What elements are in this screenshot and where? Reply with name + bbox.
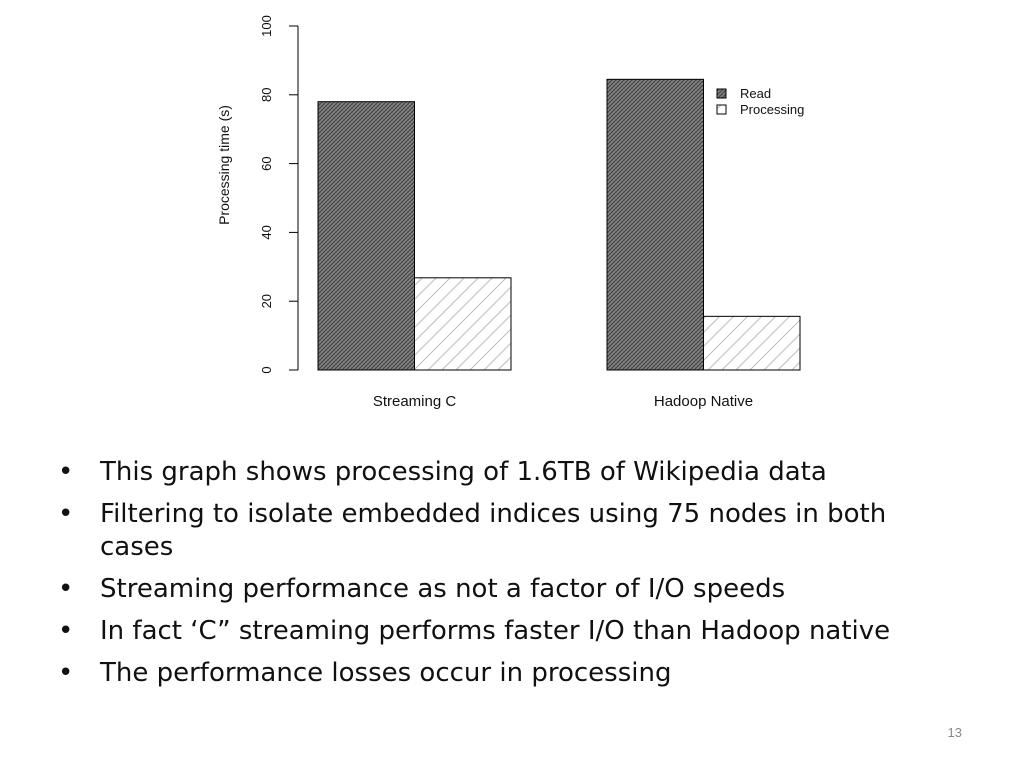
bullet-text: This graph shows processing of 1.6TB of …: [100, 457, 827, 487]
y-tick-label: 0: [259, 366, 274, 373]
y-axis: 0 20 40 60 80 100: [259, 15, 299, 374]
bullet-item: • The performance losses occur in process…: [58, 657, 938, 690]
bullet-item: • In fact ‘C” streaming performs faster I…: [58, 615, 938, 648]
slide-number: 13: [947, 725, 962, 740]
bullet-glyph: •: [58, 616, 74, 646]
legend-label-processing: Processing: [740, 102, 804, 117]
bars: [317, 78, 801, 371]
x-tick-labels: Streaming C Hadoop Native: [373, 393, 753, 410]
bar-processing-hadoop-native: [703, 315, 801, 371]
bullet-glyph: •: [58, 499, 74, 529]
y-tick-label: 40: [259, 225, 274, 239]
bar-read-streaming-c: [317, 101, 415, 371]
bullet-item: • This graph shows processing of 1.6TB of…: [58, 456, 938, 489]
legend-swatch-read: [716, 88, 727, 99]
bullet-text: The performance losses occur in processi…: [100, 658, 672, 688]
y-tick-label: 60: [259, 156, 274, 170]
x-tick-label: Streaming C: [373, 393, 457, 410]
bullet-glyph: •: [58, 658, 74, 688]
bullet-text: Filtering to isolate embedded indices us…: [100, 499, 887, 562]
bullet-glyph: •: [58, 574, 74, 604]
legend-label-read: Read: [740, 86, 771, 101]
bullet-text: Streaming performance as not a factor of…: [100, 574, 786, 604]
y-tick-label: 100: [259, 15, 274, 37]
bullet-item: • Filtering to isolate embedded indices u…: [58, 498, 938, 564]
bullet-text: In fact ‘C” streaming performs faster I/…: [100, 616, 891, 646]
y-axis-label: Processing time (s): [216, 105, 232, 225]
y-tick-label: 80: [259, 88, 274, 102]
legend-swatch-processing: [716, 104, 727, 115]
bar-read-hadoop-native: [606, 78, 704, 371]
bar-chart: 0 20 40 60 80 100 Streaming C Hadoop Native Re…: [216, 15, 804, 410]
y-tick-label: 20: [259, 294, 274, 308]
bullet-item: • Streaming performance as not a factor o…: [58, 573, 938, 606]
bullet-list: • This graph shows processing of 1.6TB of…: [58, 456, 938, 699]
bar-processing-streaming-c: [414, 277, 512, 371]
x-tick-label: Hadoop Native: [654, 393, 753, 410]
bullet-glyph: •: [58, 457, 74, 487]
